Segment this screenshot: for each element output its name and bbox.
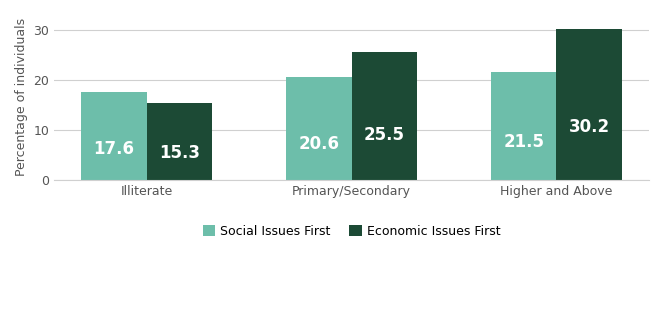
- Bar: [81, 92, 147, 180]
- Bar: [352, 52, 417, 180]
- Bar: [556, 29, 622, 180]
- Text: 30.2: 30.2: [568, 118, 610, 136]
- Legend: Social Issues First, Economic Issues First: Social Issues First, Economic Issues Fir…: [198, 220, 505, 243]
- Y-axis label: Percentage of individuals: Percentage of individuals: [15, 18, 28, 176]
- Text: 20.6: 20.6: [298, 135, 339, 153]
- Bar: [147, 103, 212, 180]
- Bar: [286, 77, 352, 180]
- Text: 21.5: 21.5: [503, 133, 544, 151]
- Bar: [491, 72, 556, 180]
- Text: 25.5: 25.5: [364, 126, 405, 144]
- Text: 15.3: 15.3: [159, 144, 200, 162]
- Text: 17.6: 17.6: [94, 140, 135, 158]
